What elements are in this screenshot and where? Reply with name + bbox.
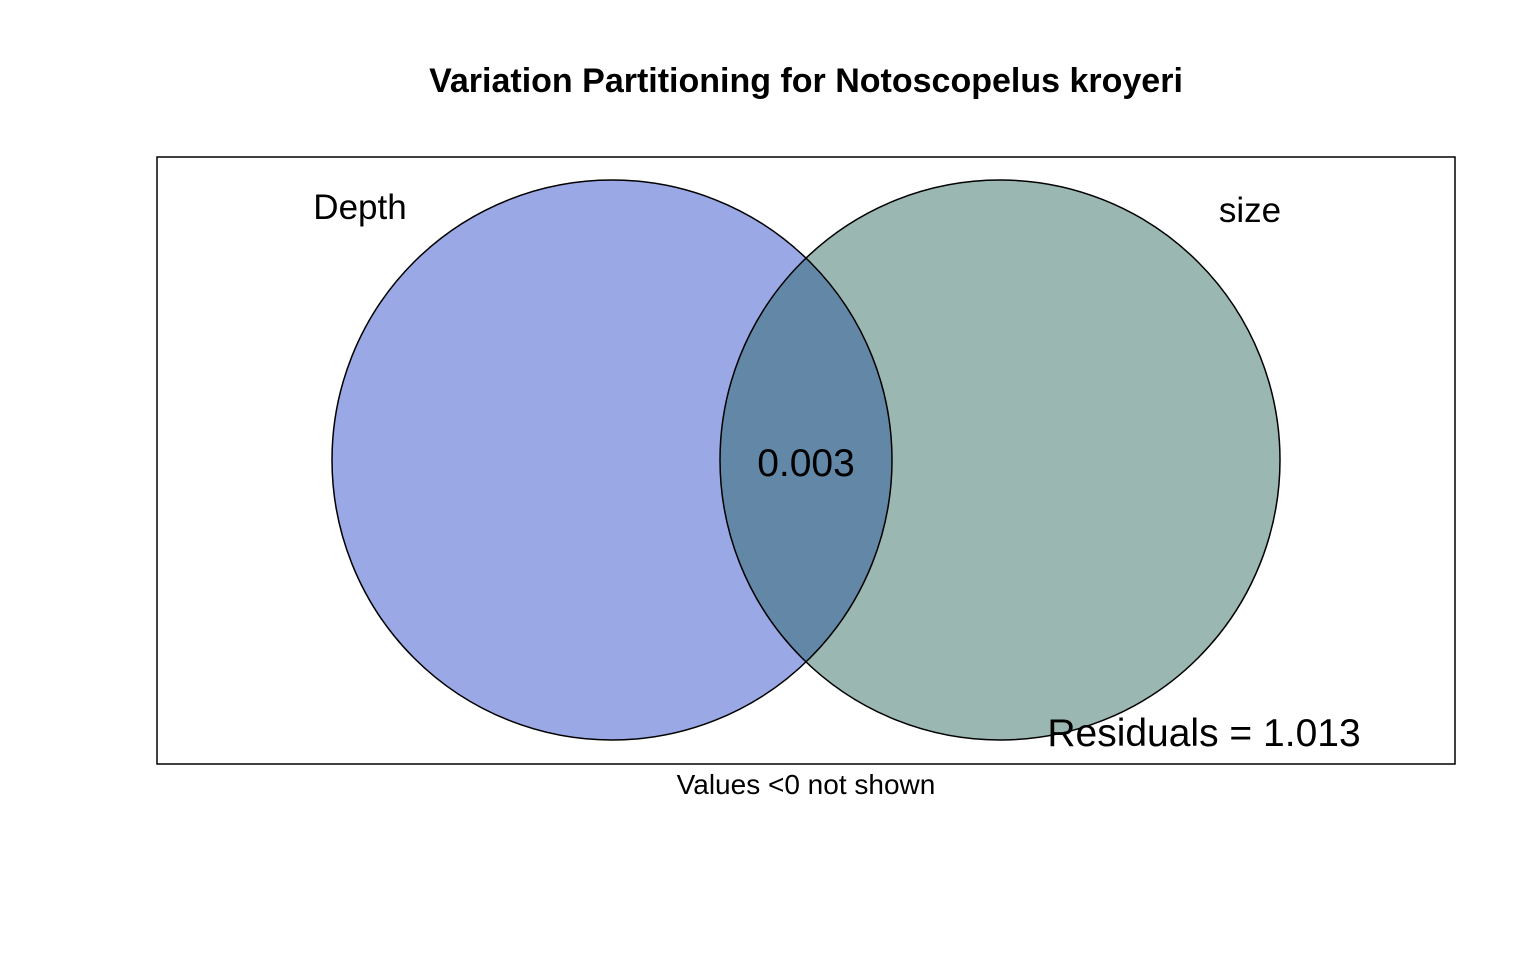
negative-values-note: Values <0 not shown [677,769,936,800]
overlap-value: 0.003 [757,442,855,485]
depth-circle [332,180,892,740]
size-circle [720,180,1280,740]
residuals-label: Residuals = 1.013 [1047,712,1360,755]
size-circle-outline [719,179,1281,741]
plot-frame [156,156,1456,765]
depth-label: Depth [313,188,406,227]
size-label: size [1219,191,1281,230]
chart-title: Variation Partitioning for Notoscopelus … [429,62,1183,100]
depth-circle-outline [331,179,893,741]
